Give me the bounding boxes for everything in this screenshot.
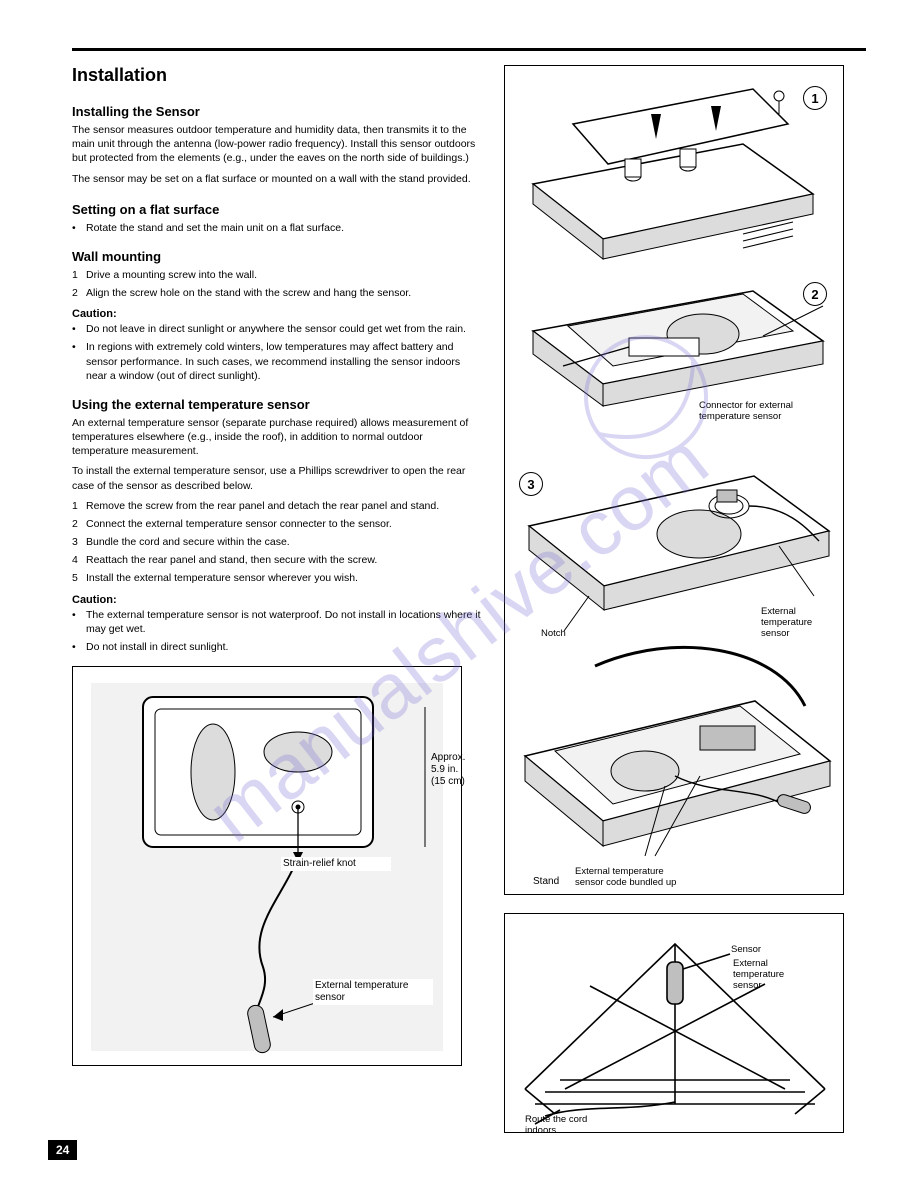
label-attic-sensor: Sensor bbox=[731, 944, 761, 955]
ext-caution-heading: Caution: bbox=[72, 594, 482, 606]
caution-li2: In regions with extremely cold winters, … bbox=[72, 340, 482, 383]
figure-install-steps-svg bbox=[505, 66, 845, 896]
label-bundle: External temperature sensor code bundled… bbox=[575, 866, 735, 888]
caution-heading: Caution: bbox=[72, 308, 482, 320]
figure-install-steps: 1 2 3 Connector for external temperature… bbox=[504, 65, 844, 895]
figure-attic: Sensor External temperature sensor Route… bbox=[504, 913, 844, 1133]
step-1-badge: 1 bbox=[803, 86, 827, 110]
flat-li: Rotate the stand and set the main unit o… bbox=[72, 221, 482, 235]
label-ext-temp: External temperature sensor bbox=[761, 606, 841, 639]
label-ext-sensor: External temperature sensor bbox=[313, 979, 433, 1005]
ext-c2: Do not install in direct sunlight. bbox=[72, 640, 482, 654]
ext-li1: Remove the screw from the rear panel and… bbox=[72, 499, 482, 513]
sensor-heading: Installing the Sensor bbox=[72, 104, 482, 119]
caution-li1: Do not leave in direct sunlight or anywh… bbox=[72, 322, 482, 336]
ext-heading: Using the external temperature sensor bbox=[72, 397, 482, 412]
label-attic-ext: External temperature sensor bbox=[733, 958, 813, 991]
ext-p2: To install the external temperature sens… bbox=[72, 464, 482, 492]
label-connector: Connector for external temperature senso… bbox=[699, 400, 839, 422]
section-title: Installation bbox=[72, 65, 482, 86]
ext-li2: Connect the external temperature sensor … bbox=[72, 517, 482, 531]
label-stand: Stand bbox=[533, 876, 559, 887]
wall-li2: Align the screw hole on the stand with t… bbox=[72, 286, 482, 300]
wall-li1: Drive a mounting screw into the wall. bbox=[72, 268, 482, 282]
label-notch: Notch bbox=[541, 628, 566, 639]
step-3-badge: 3 bbox=[519, 472, 543, 496]
step-2-badge: 2 bbox=[803, 282, 827, 306]
ext-c1: The external temperature sensor is not w… bbox=[72, 608, 482, 636]
flat-heading: Setting on a flat surface bbox=[72, 202, 482, 217]
sensor-p1: The sensor measures outdoor temperature … bbox=[72, 123, 482, 166]
ext-li3: Bundle the cord and secure within the ca… bbox=[72, 535, 482, 549]
ext-li5: Install the external temperature sensor … bbox=[72, 571, 482, 585]
label-route-cord: Route the cord indoors bbox=[525, 1114, 625, 1136]
ext-p1: An external temperature sensor (separate… bbox=[72, 416, 482, 459]
figure-sensor-back-svg bbox=[73, 667, 463, 1067]
rule-top bbox=[72, 48, 866, 51]
figure-sensor-back: Strain-relief knot Approx. 5.9 in. (15 c… bbox=[72, 666, 462, 1066]
sensor-p2: The sensor may be set on a flat surface … bbox=[72, 172, 482, 186]
page-number: 24 bbox=[48, 1140, 77, 1160]
label-approx-length: Approx. 5.9 in. (15 cm) bbox=[429, 751, 479, 789]
label-strain-knot: Strain-relief knot bbox=[281, 857, 391, 871]
wall-heading: Wall mounting bbox=[72, 249, 482, 264]
figure-attic-svg bbox=[505, 914, 845, 1134]
ext-li4: Reattach the rear panel and stand, then … bbox=[72, 553, 482, 567]
